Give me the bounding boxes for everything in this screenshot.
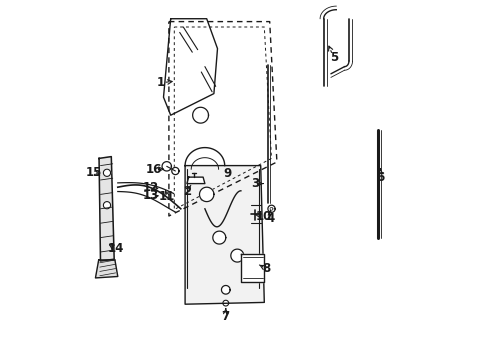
- Text: 6: 6: [376, 171, 384, 184]
- Polygon shape: [162, 162, 171, 171]
- Polygon shape: [171, 167, 179, 175]
- Polygon shape: [103, 169, 110, 176]
- Polygon shape: [221, 285, 230, 294]
- Text: 9: 9: [224, 167, 232, 180]
- Polygon shape: [95, 260, 118, 278]
- Text: 1: 1: [157, 76, 165, 89]
- Polygon shape: [199, 187, 213, 202]
- Polygon shape: [186, 177, 204, 184]
- Polygon shape: [192, 107, 208, 123]
- Text: 10: 10: [256, 210, 272, 222]
- Polygon shape: [163, 19, 217, 115]
- Text: 3: 3: [251, 177, 259, 190]
- Polygon shape: [230, 249, 244, 262]
- Text: 13: 13: [142, 189, 159, 202]
- Polygon shape: [223, 300, 228, 306]
- Text: 7: 7: [221, 310, 229, 323]
- Text: 14: 14: [107, 242, 123, 255]
- Text: 15: 15: [86, 166, 102, 179]
- Polygon shape: [241, 254, 264, 282]
- Text: 11: 11: [159, 190, 175, 203]
- Text: 5: 5: [329, 51, 337, 64]
- Polygon shape: [99, 157, 114, 261]
- Polygon shape: [212, 231, 225, 244]
- Text: 12: 12: [142, 181, 159, 194]
- Text: 2: 2: [183, 185, 191, 198]
- Text: 16: 16: [145, 163, 162, 176]
- Polygon shape: [185, 166, 264, 304]
- Polygon shape: [267, 205, 275, 212]
- Polygon shape: [103, 202, 110, 209]
- Text: 8: 8: [262, 262, 270, 275]
- Text: 4: 4: [266, 212, 274, 225]
